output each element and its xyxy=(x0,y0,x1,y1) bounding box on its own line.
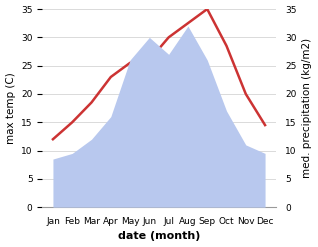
Y-axis label: med. precipitation (kg/m2): med. precipitation (kg/m2) xyxy=(302,38,313,178)
Y-axis label: max temp (C): max temp (C) xyxy=(5,72,16,144)
X-axis label: date (month): date (month) xyxy=(118,231,200,242)
